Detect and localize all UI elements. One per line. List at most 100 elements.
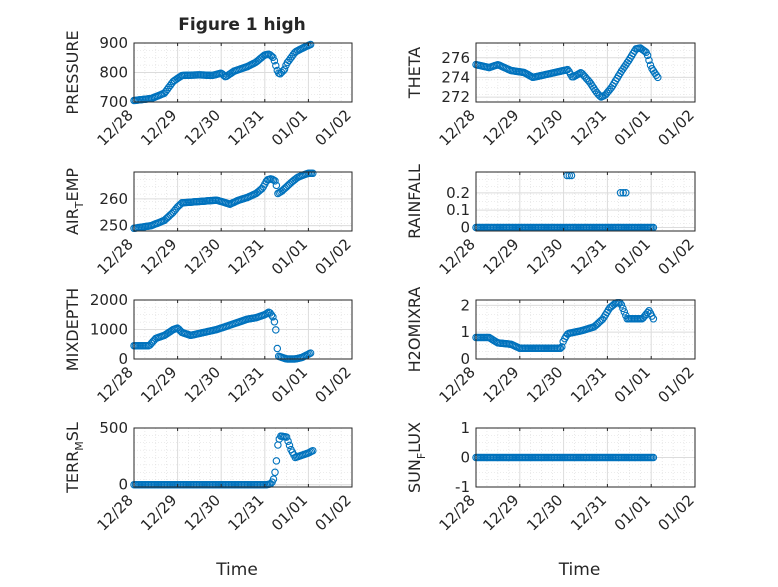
x-tick-label: 12/30 [523,235,566,278]
y-tick-label: -1 [455,478,470,496]
x-tick-label: 12/29 [137,106,180,149]
data-point [267,311,276,319]
x-tick-label: 12/30 [181,106,224,149]
x-tick-label: 12/29 [137,235,180,278]
data-point [620,308,629,316]
y-tick-label: 260 [99,190,128,208]
data-point [619,189,627,197]
data-point [271,177,279,185]
data-point [556,344,565,353]
y-tick-label: 900 [99,34,128,52]
y-axis-label: AIRTEMP [63,168,86,235]
y-tick-label: 272 [441,88,470,106]
x-tick-label: 01/01 [268,106,311,149]
y-tick-label: 276 [441,49,470,67]
y-tick-label: 2 [460,296,470,314]
y-tick-label: 0.1 [446,201,470,219]
axes-box [475,299,696,360]
data-point [273,344,282,353]
y-tick-label: 0 [118,476,128,494]
data-point [643,51,652,60]
x-tick-label: 01/02 [312,106,355,149]
data-point [269,313,277,321]
data-point [619,304,627,313]
data-point [280,65,289,74]
x-axis-label: Time [558,560,601,580]
x-tick-label: 12/30 [523,363,566,406]
x-tick-label: 12/31 [567,491,610,534]
data-point [272,326,280,334]
y-tick-label: 0 [118,350,128,368]
x-tick-label: 01/01 [268,235,311,278]
x-tick-label: 01/02 [655,106,698,149]
x-tick-label: 01/02 [312,235,355,278]
x-tick-label: 01/02 [655,363,698,406]
x-tick-label: 12/30 [181,363,224,406]
chart-3: 00.10.2 12/28 12/29 12/30 12/31 01/01 01/02 RAI… [405,164,698,278]
x-tick-label: 12/29 [479,235,522,278]
y-tick-label: 800 [99,64,128,82]
data-point [269,475,278,483]
x-tick-label: 12/30 [181,491,224,534]
y-tick-label: 1 [460,419,470,437]
data-point [282,433,291,441]
data-point [279,67,287,75]
y-tick-label: 2000 [90,291,128,309]
data-point [270,56,279,65]
x-tick-label: 01/02 [655,491,698,534]
y-tick-label: 1 [460,323,470,341]
data-point [306,349,315,357]
y-axis-label: MIXDEPTH [63,288,82,371]
data-point [654,73,662,82]
chart-4: 0 1000 2000 12/28 12/29 12/30 12/31 01/01 01/02 M… [63,288,355,407]
data-point [646,61,655,69]
data-point [284,437,292,445]
x-tick-label: 12/29 [479,491,522,534]
x-tick-label: 12/31 [567,235,610,278]
data-point [649,453,658,462]
y-tick-label: 0 [460,350,470,368]
data-point [617,301,626,309]
x-tick-label: 12/28 [436,491,479,534]
y-tick-label: 0 [460,219,470,237]
data-point [309,446,317,455]
chart-6: 0 500 12/28 12/29 12/30 12/31 01/01 01/02 TERRMS… [63,419,355,580]
y-axis-label: THETA [405,47,424,99]
x-tick-label: 12/31 [224,235,267,278]
y-axis-label: RAINFALL [405,164,424,239]
data-point [309,169,317,178]
axes-box [475,42,696,103]
y-axis-label: H2OMIXRA [405,287,424,373]
figure-title: Figure 1 high [178,15,306,35]
y-axis-label: PRESSURE [63,30,82,114]
data-point [558,343,566,351]
data-point [652,71,661,79]
data-point [622,189,630,197]
chart-7: -1 0 1 12/28 12/29 12/30 12/31 01/01 01/02 SUNFLU… [405,419,698,580]
x-tick-label: 12/30 [523,491,566,534]
x-tick-label: 12/31 [567,363,610,406]
x-tick-label: 01/01 [611,491,654,534]
data-point [269,53,277,62]
data-point [649,315,658,323]
x-tick-label: 01/01 [611,363,654,406]
data-point [285,441,294,450]
x-tick-label: 12/30 [523,106,566,149]
axes-box [133,42,353,103]
x-tick-label: 12/28 [436,235,479,278]
data-point [272,61,280,70]
data-point [263,309,271,317]
x-tick-label: 01/02 [655,235,698,278]
data-point [575,69,583,78]
x-tick-label: 12/28 [436,106,479,149]
y-axis-label: TERRMSL [63,422,86,494]
data-point [645,56,653,65]
x-tick-label: 12/31 [224,106,267,149]
x-tick-label: 01/01 [268,363,311,406]
x-tick-label: 12/28 [94,491,137,534]
x-tick-label: 01/01 [611,235,654,278]
x-tick-label: 12/31 [224,363,267,406]
